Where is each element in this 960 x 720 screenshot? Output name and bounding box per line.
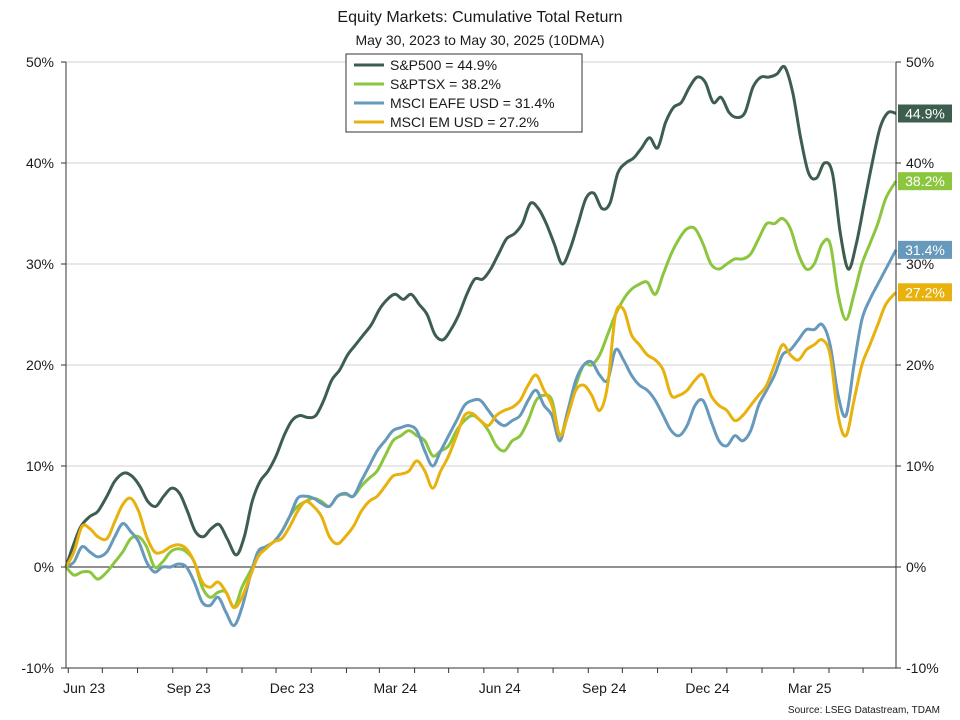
plot-frame [65,62,897,669]
x-tick-label: Sep 23 [166,680,211,696]
legend-label: S&P500 = 44.9% [390,57,497,73]
end-label-box [898,104,952,123]
x-tick-label: Jun 24 [479,680,521,696]
x-tick-label: Sep 24 [582,680,627,696]
y-tick-label: 40% [906,155,934,171]
x-axis: Jun 23 Sep 23 Dec 23 Mar 24 Jun 24 Sep 24 Dec … [63,668,864,696]
end-label-text: 44.9% [905,106,945,122]
y-axis-right: -10% 0% 10% 20% 30% 40% 50% [896,54,939,676]
legend-box [345,53,583,133]
y-tick-label: 20% [26,357,54,373]
y-tick-label: 50% [906,54,934,70]
y-tick-label: 0% [906,559,926,575]
end-label-text: 38.2% [905,173,945,189]
legend-label: MSCI EM USD = 27.2% [390,114,539,130]
series-lines [64,64,898,628]
series-line [65,249,898,628]
source-note: Source: LSEG Datastream, TDAM [788,705,940,716]
y-tick-label: 10% [906,458,934,474]
x-tick-label: Jun 23 [63,680,105,696]
y-tick-label: 0% [34,559,54,575]
y-tick-label: 30% [906,256,934,272]
y-tick-label: -10% [906,660,939,676]
chart-subtitle: May 30, 2023 to May 30, 2025 (10DMA) [355,32,604,48]
end-label-box [898,283,952,302]
y-tick-label: 30% [26,256,54,272]
x-tick-label: Mar 24 [373,680,417,696]
x-tick-label: Dec 24 [685,680,730,696]
grid-lines [66,61,896,568]
end-label-text: 27.2% [905,284,945,300]
chart-title: Equity Markets: Cumulative Total Return [337,9,622,26]
series-line [64,291,898,609]
y-axis-left: -10% 0% 10% 20% 30% 40% 50% [21,54,66,676]
legend-label: S&PTSX = 38.2% [390,76,501,92]
legend: S&P500 = 44.9% S&PTSX = 38.2% MSCI EAFE US… [345,53,583,133]
y-tick-label: 40% [26,155,54,171]
legend-label: MSCI EAFE USD = 31.4% [390,95,555,111]
y-tick-label: -10% [21,660,54,676]
end-label-box [898,172,952,191]
series-line [64,64,897,568]
y-tick-label: 10% [26,458,54,474]
x-tick-label: Mar 25 [788,680,832,696]
y-tick-label: 50% [26,54,54,70]
series-line [64,180,898,609]
end-value-labels: 44.9% 38.2% 31.4% 27.2% [898,104,952,302]
end-label-box [898,240,952,259]
end-label-text: 31.4% [905,242,945,258]
y-tick-label: 20% [906,357,934,373]
x-tick-label: Dec 23 [270,680,315,696]
